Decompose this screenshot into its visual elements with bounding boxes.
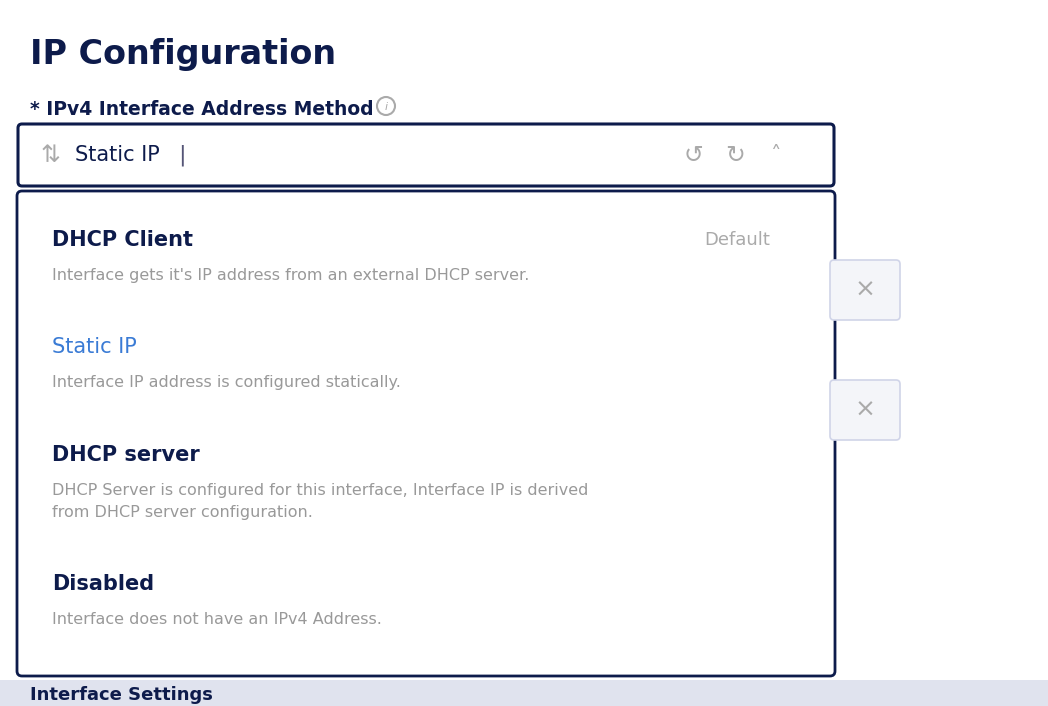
Text: * IPv4 Interface Address Method: * IPv4 Interface Address Method <box>30 100 374 119</box>
Text: ˄: ˄ <box>769 145 781 165</box>
Text: Default: Default <box>704 231 770 249</box>
Text: Interface does not have an IPv4 Address.: Interface does not have an IPv4 Address. <box>52 612 381 627</box>
Text: i: i <box>385 102 388 112</box>
FancyBboxPatch shape <box>830 260 900 320</box>
Bar <box>0 680 1048 706</box>
Text: |: | <box>178 144 185 166</box>
Text: DHCP server: DHCP server <box>52 445 200 465</box>
Text: Disabled: Disabled <box>52 574 154 594</box>
FancyBboxPatch shape <box>830 380 900 440</box>
Text: IP Configuration: IP Configuration <box>30 38 336 71</box>
Text: ×: × <box>854 398 875 422</box>
Text: Interface Settings: Interface Settings <box>30 686 213 704</box>
Text: ↻: ↻ <box>725 143 745 167</box>
Text: ×: × <box>854 278 875 302</box>
FancyBboxPatch shape <box>18 124 834 186</box>
Text: DHCP Server is configured for this interface, Interface IP is derived
from DHCP : DHCP Server is configured for this inter… <box>52 483 588 520</box>
Text: Interface gets it's IP address from an external DHCP server.: Interface gets it's IP address from an e… <box>52 268 529 283</box>
FancyBboxPatch shape <box>17 191 835 676</box>
Text: DHCP Client: DHCP Client <box>52 230 193 250</box>
Text: ⇅: ⇅ <box>40 143 60 167</box>
Text: ↺: ↺ <box>683 143 703 167</box>
Text: Interface IP address is configured statically.: Interface IP address is configured stati… <box>52 375 401 390</box>
Text: Static IP: Static IP <box>52 337 136 357</box>
Text: Static IP: Static IP <box>75 145 159 165</box>
